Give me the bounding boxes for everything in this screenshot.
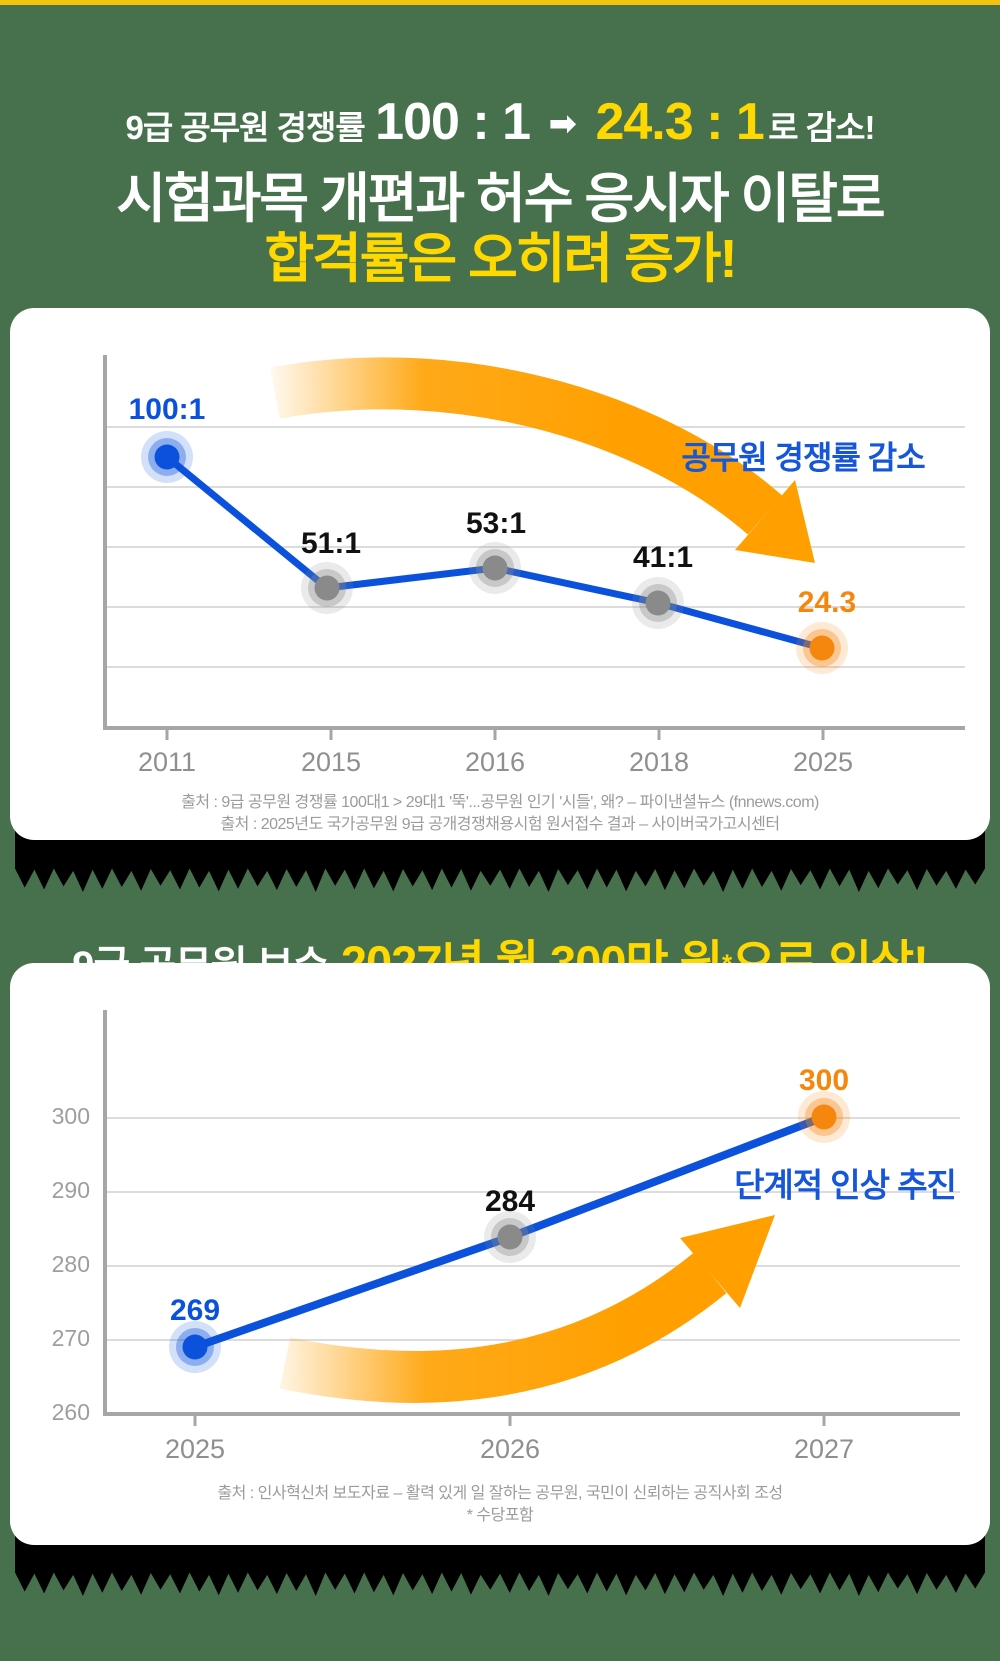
headline1-suffix: 로 감소! — [768, 109, 875, 146]
salary-card: 300 290 280 270 260 269 284 30 — [10, 963, 990, 1545]
y-tick-label: 260 — [52, 1399, 90, 1425]
y-tick-label: 270 — [52, 1325, 90, 1351]
headline1-line3: 합격률은 오히려 증가! — [264, 229, 737, 289]
data-point-2018 — [632, 577, 684, 629]
x-tick-label: 2025 — [793, 747, 853, 777]
data-point-2025 — [796, 622, 848, 674]
source-notes: 출처 : 인사혁신처 보도자료 – 활력 있게 일 잘하는 공무원, 국민이 신… — [10, 1483, 990, 1527]
data-label: 269 — [170, 1294, 220, 1327]
chart-annotation: 공무원 경쟁률 감소 — [681, 439, 925, 475]
headline1-line2: 시험과목 개편과 허수 응시자 이탈로 — [116, 169, 885, 229]
x-tick-label: 2027 — [794, 1434, 854, 1463]
y-tick-label: 280 — [52, 1251, 90, 1277]
x-ticks — [193, 1414, 826, 1426]
data-label: 41:1 — [633, 541, 693, 574]
x-tick-label: 2018 — [629, 747, 689, 777]
headline1-line1: 9급 공무원 경쟁률 100 : 1 ➡ 24.3 : 1 로 감소! — [0, 92, 1000, 152]
y-tick-label: 300 — [52, 1103, 90, 1129]
data-point-2016 — [469, 542, 521, 594]
headline1-ratio-before: 100 : 1 — [375, 93, 531, 151]
headline1-prefix: 9급 공무원 경쟁률 — [125, 109, 365, 146]
source-line: * 수당포함 — [466, 1507, 534, 1524]
data-point-2025 — [169, 1321, 221, 1373]
data-point-2015 — [301, 562, 353, 614]
chart-annotation: 단계적 인상 추진 — [734, 1167, 956, 1204]
x-tick-label: 2016 — [465, 747, 525, 777]
data-point-2027 — [798, 1091, 850, 1143]
data-point-2026 — [484, 1211, 536, 1263]
axes — [103, 1010, 960, 1416]
data-label: 100:1 — [129, 393, 206, 426]
x-tick-label: 2015 — [301, 747, 361, 777]
source-notes: 출처 : 9급 공무원 경쟁률 100대1 > 29대1 '뚝'...공무원 인… — [10, 792, 990, 836]
decline-arrow — [270, 357, 815, 563]
rise-arrow — [279, 1215, 775, 1403]
source-line: 출처 : 9급 공무원 경쟁률 100대1 > 29대1 '뚝'...공무원 인… — [181, 794, 819, 811]
data-label: 51:1 — [301, 527, 361, 560]
competition-rate-chart: 100:1 51:1 53:1 41:1 24.3 공무원 경쟁률 감소 201… — [103, 355, 965, 777]
headline1-ratio-after: 24.3 : 1 — [595, 93, 764, 151]
x-tick-label: 2011 — [138, 747, 196, 777]
data-label: 300 — [799, 1064, 849, 1097]
salary-chart: 300 290 280 270 260 269 284 30 — [52, 1010, 960, 1463]
x-tick-label: 2026 — [480, 1434, 540, 1463]
data-point-2011 — [141, 431, 193, 483]
y-tick-label: 290 — [52, 1177, 90, 1203]
data-label: 24.3 — [798, 586, 856, 619]
competition-rate-card: 100:1 51:1 53:1 41:1 24.3 공무원 경쟁률 감소 201… — [10, 308, 990, 840]
source-line: 출처 : 인사혁신처 보도자료 – 활력 있게 일 잘하는 공무원, 국민이 신… — [217, 1485, 783, 1502]
x-tick-label: 2025 — [165, 1434, 225, 1463]
source-line: 출처 : 2025년도 국가공무원 9급 공개경쟁채용시험 원서접수 결과 – … — [220, 816, 780, 833]
data-label: 284 — [485, 1185, 535, 1218]
data-label: 53:1 — [466, 507, 526, 540]
axes — [103, 355, 965, 730]
x-ticks — [165, 728, 825, 740]
right-arrow-icon: ➡ — [548, 105, 578, 143]
top-accent-strip — [0, 0, 1000, 5]
